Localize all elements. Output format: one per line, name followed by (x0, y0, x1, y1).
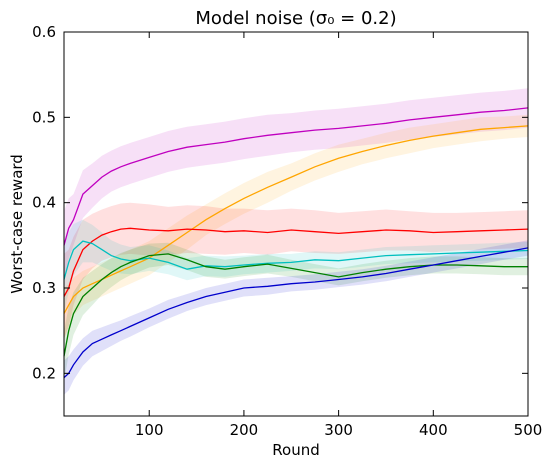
series-line-3 (63, 240, 529, 280)
series-line-0 (63, 107, 529, 246)
y-tick-label: 0.3 (32, 279, 56, 297)
x-tick-label: 100 (135, 421, 164, 439)
y-tick-label: 0.2 (32, 364, 56, 382)
confidence-band-3 (64, 219, 528, 314)
y-tick-label: 0.5 (32, 108, 56, 126)
x-tick-label: 400 (419, 421, 448, 439)
confidence-band-1 (64, 114, 528, 340)
chart-title: Model noise (σ₀ = 0.2) (195, 8, 396, 29)
x-axis-title: Round (272, 441, 319, 459)
series-line-2 (63, 227, 529, 297)
bands-layer (64, 88, 528, 395)
plot-frame (63, 31, 529, 417)
y-axis: 0.2 0.3 0.4 0.5 0.6 (32, 23, 528, 382)
x-tick-label: 300 (324, 421, 353, 439)
series-line-5 (63, 247, 529, 379)
x-tick-label: 200 (230, 421, 259, 439)
y-tick-label: 0.6 (32, 23, 56, 41)
lines-layer (63, 107, 529, 379)
series-line-4 (63, 253, 528, 357)
series-line-1 (63, 125, 529, 314)
confidence-band-4 (64, 242, 528, 382)
confidence-band-0 (64, 88, 528, 280)
y-tick-label: 0.4 (32, 194, 56, 212)
y-axis-title: Worst-case reward (8, 154, 26, 294)
x-axis: 100 200 300 400 500 (135, 32, 542, 439)
x-tick-label: 500 (514, 421, 543, 439)
